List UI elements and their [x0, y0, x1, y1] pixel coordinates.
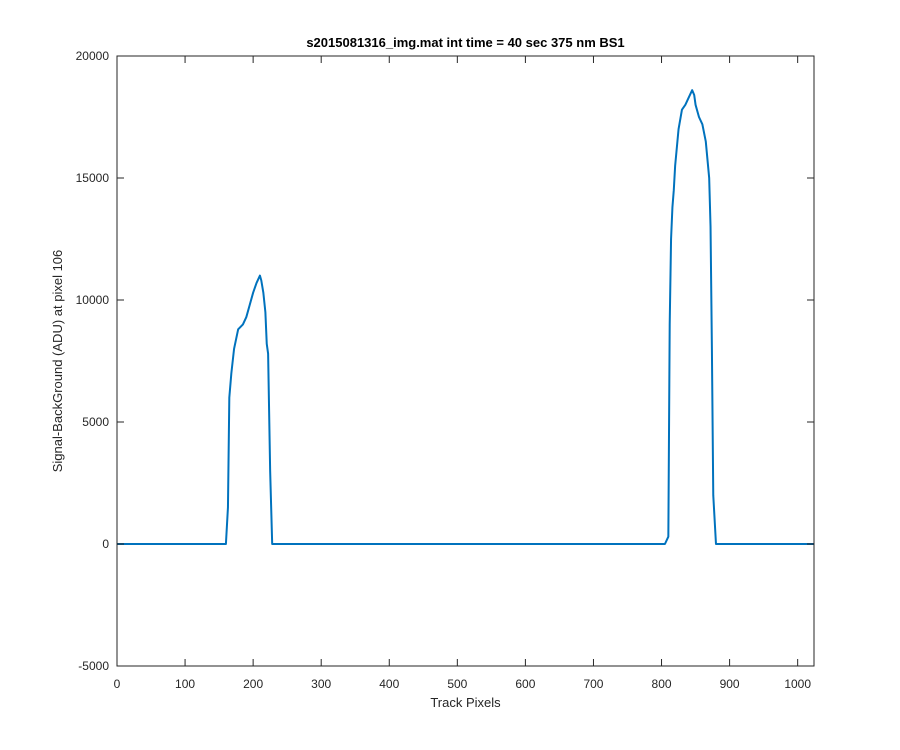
chart-title: s2015081316_img.mat int time = 40 sec 37… — [306, 35, 624, 50]
x-tick-label: 500 — [447, 677, 467, 691]
y-axis-title: Signal-BackGround (ADU) at pixel 106 — [50, 250, 65, 473]
x-axis-ticks: 0 100 200 300 400 500 600 700 800 900 1000 — [114, 56, 811, 691]
x-tick-label: 200 — [243, 677, 263, 691]
x-tick-label: 0 — [114, 677, 121, 691]
x-tick-label: 100 — [175, 677, 195, 691]
x-tick-label: 1000 — [784, 677, 811, 691]
series-layer — [117, 89, 814, 545]
x-tick-label: 800 — [652, 677, 672, 691]
x-tick-label: 400 — [379, 677, 399, 691]
x-tick-label: 300 — [311, 677, 331, 691]
axes-box — [116, 55, 815, 667]
x-tick-label: 900 — [720, 677, 740, 691]
y-tick-label: -5000 — [78, 659, 109, 673]
x-tick-label: 600 — [515, 677, 535, 691]
y-tick-label: 15000 — [76, 171, 110, 185]
y-tick-label: 5000 — [82, 415, 109, 429]
series-line-1 — [117, 89, 814, 545]
y-tick-label: 0 — [102, 537, 109, 551]
x-axis-title: Track Pixels — [430, 695, 501, 710]
y-tick-label: 10000 — [76, 293, 110, 307]
axes — [116, 55, 815, 667]
plot-background — [117, 56, 814, 666]
y-axis-ticks: -5000 0 5000 10000 15000 20000 — [76, 49, 814, 673]
x-tick-label: 700 — [583, 677, 603, 691]
y-tick-label: 20000 — [76, 49, 110, 63]
plot-area — [117, 56, 814, 666]
